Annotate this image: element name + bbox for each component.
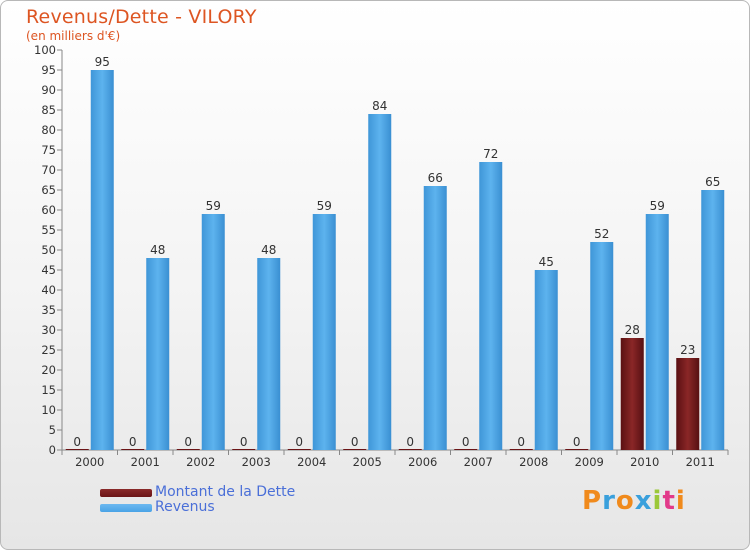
bar-revenue (368, 114, 392, 450)
legend-swatch-debt (100, 489, 152, 497)
bar-debt (176, 449, 200, 450)
x-tick-label: 2001 (131, 455, 160, 469)
bar-debt (565, 449, 589, 450)
y-tick-label: 0 (49, 443, 56, 457)
bar-debt (620, 338, 644, 450)
data-label: 59 (206, 199, 221, 213)
data-label: 0 (517, 435, 525, 449)
bar-debt (65, 449, 89, 450)
x-tick-label: 2002 (186, 455, 215, 469)
bar-revenue (146, 258, 170, 450)
y-tick-label: 45 (41, 263, 56, 277)
data-label: 72 (483, 147, 498, 161)
x-tick-label: 2003 (242, 455, 271, 469)
bar-debt (287, 449, 311, 450)
proxiti-logo: Proxiti (582, 486, 686, 516)
x-tick-label: 2008 (519, 455, 548, 469)
bar-revenue (312, 214, 336, 450)
bar-debt (398, 449, 422, 450)
y-tick-label: 75 (41, 143, 56, 157)
data-label: 66 (428, 171, 443, 185)
bar-revenue (201, 214, 225, 450)
legend-label-revenue: Revenus (155, 499, 215, 515)
bar-revenue (645, 214, 669, 450)
y-tick-label: 5 (49, 423, 56, 437)
y-tick-label: 100 (34, 43, 56, 57)
data-label: 0 (295, 435, 303, 449)
data-label: 28 (625, 323, 640, 337)
data-label: 0 (406, 435, 414, 449)
logo-letter: o (615, 486, 635, 516)
y-tick-label: 25 (41, 343, 56, 357)
data-label: 23 (680, 343, 695, 357)
legend-swatch-revenue (100, 504, 152, 512)
bar-debt (343, 449, 367, 450)
bar-revenue (590, 242, 614, 450)
data-label: 59 (650, 199, 665, 213)
y-tick-label: 10 (41, 403, 56, 417)
data-label: 0 (573, 435, 581, 449)
x-tick-label: 2006 (408, 455, 437, 469)
bar-debt (232, 449, 256, 450)
data-label: 59 (317, 199, 332, 213)
chart-subtitle: (en milliers d'€) (26, 29, 121, 43)
bar-debt (454, 449, 478, 450)
x-tick-label: 2000 (75, 455, 104, 469)
data-label: 0 (129, 435, 137, 449)
y-tick-label: 55 (41, 223, 56, 237)
x-tick-label: 2004 (297, 455, 326, 469)
y-tick-label: 60 (41, 203, 56, 217)
chart-title: Revenus/Dette - VILORY (26, 6, 257, 28)
y-tick-label: 15 (41, 383, 56, 397)
data-label: 0 (73, 435, 81, 449)
x-tick-label: 2011 (686, 455, 715, 469)
y-tick-label: 30 (41, 323, 56, 337)
data-label: 0 (240, 435, 248, 449)
y-tick-label: 50 (41, 243, 56, 257)
x-tick-label: 2009 (575, 455, 604, 469)
logo-letter: i (652, 486, 663, 516)
bar-debt (121, 449, 145, 450)
logo-letter: r (602, 486, 616, 516)
bar-revenue (701, 190, 725, 450)
y-tick-label: 65 (41, 183, 56, 197)
y-tick-label: 35 (41, 303, 56, 317)
data-label: 52 (594, 227, 609, 241)
bar-revenue (423, 186, 447, 450)
data-label: 0 (184, 435, 192, 449)
y-tick-label: 20 (41, 363, 56, 377)
data-label: 84 (372, 99, 387, 113)
bar-revenue (534, 270, 558, 450)
logo-letter: i (675, 486, 686, 516)
data-label: 0 (462, 435, 470, 449)
bar-debt (676, 358, 700, 450)
logo-letter: P (582, 486, 603, 516)
bar-debt (509, 449, 533, 450)
data-label: 45 (539, 255, 554, 269)
legend-label-debt: Montant de la Dette (155, 484, 296, 500)
y-tick-label: 70 (41, 163, 56, 177)
logo-letter: x (634, 486, 653, 516)
y-tick-label: 85 (41, 103, 56, 117)
data-label: 65 (705, 175, 720, 189)
bar-revenue (479, 162, 503, 450)
y-tick-label: 40 (41, 283, 56, 297)
y-tick-label: 80 (41, 123, 56, 137)
bar-revenue (257, 258, 281, 450)
data-label: 95 (95, 55, 110, 69)
x-tick-label: 2005 (353, 455, 382, 469)
bar-revenue (90, 70, 114, 450)
x-tick-label: 2010 (630, 455, 659, 469)
logo-letter: t (662, 486, 676, 516)
y-tick-label: 90 (41, 83, 56, 97)
data-label: 0 (351, 435, 359, 449)
y-tick-label: 95 (41, 63, 56, 77)
data-label: 48 (150, 243, 165, 257)
x-tick-label: 2007 (464, 455, 493, 469)
data-label: 48 (261, 243, 276, 257)
